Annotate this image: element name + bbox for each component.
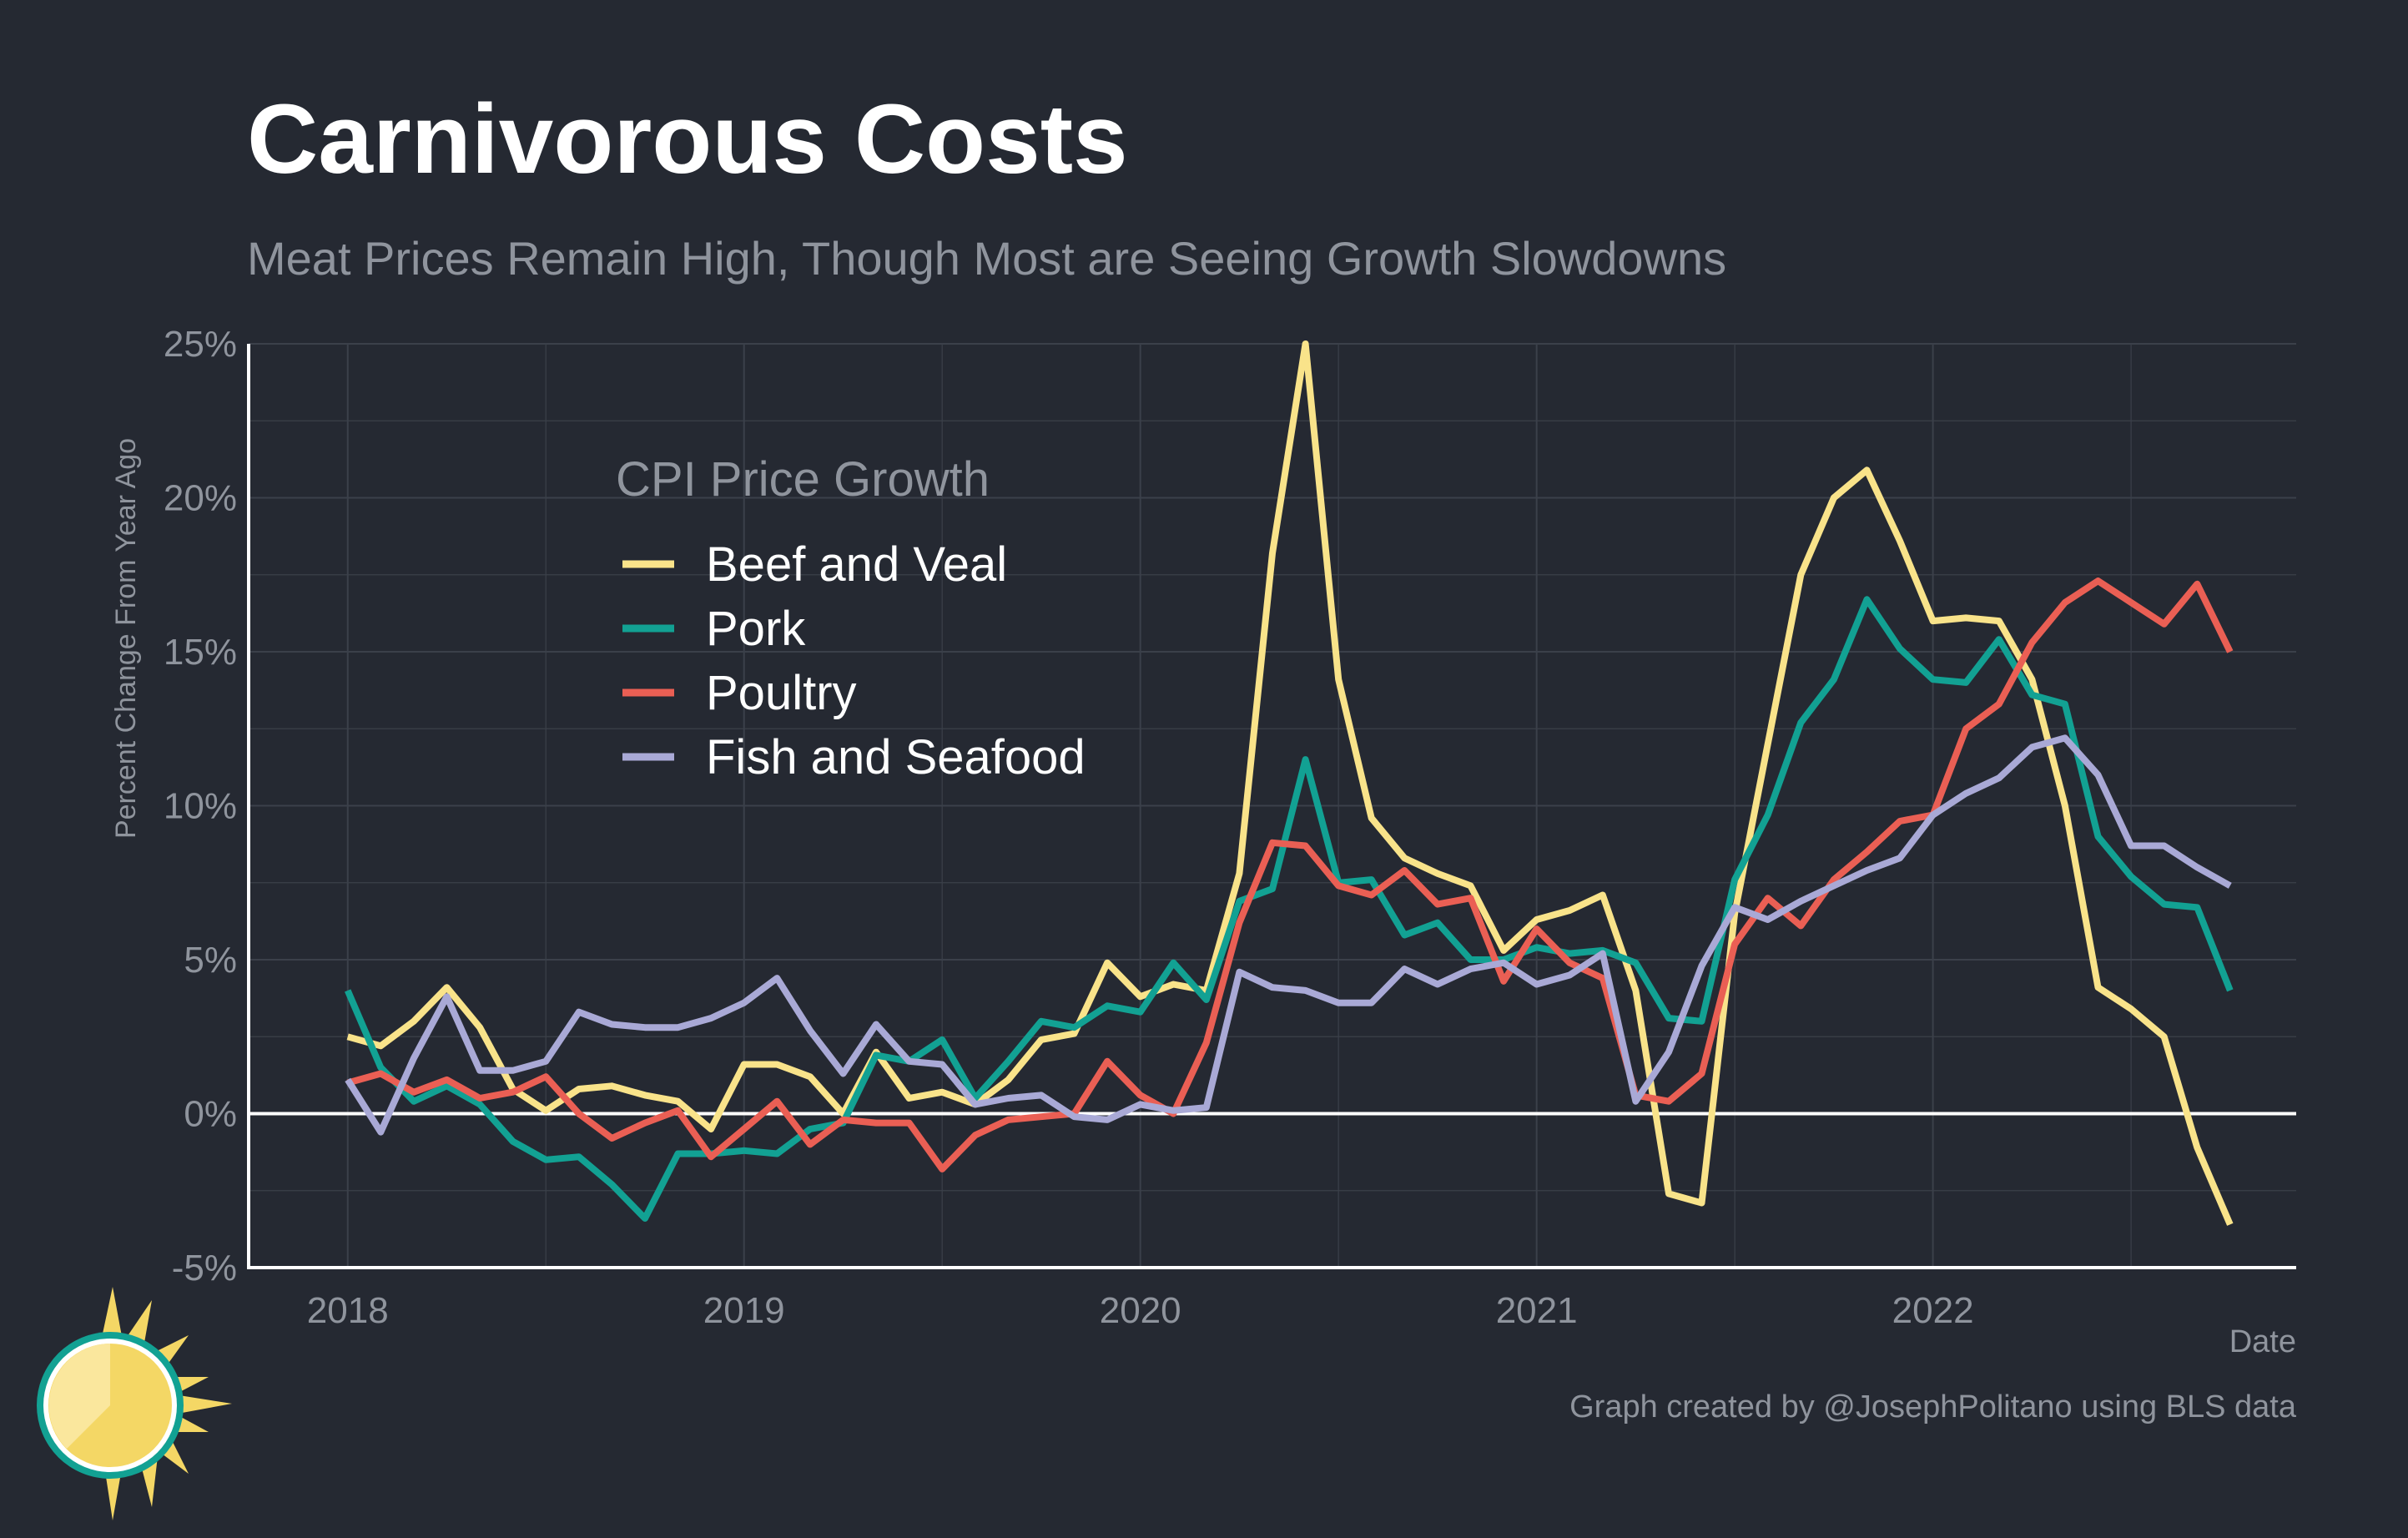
series-line-fish-and-seafood (345, 734, 2232, 1136)
y-tick-label: 10% (164, 786, 237, 827)
chart-subtitle: Meat Prices Remain High, Though Most are… (247, 232, 1727, 285)
y-tick-label: 15% (164, 632, 237, 673)
axes: -5% 0% 5% 10% 15% 20% 25% 2018 2019 2020 2021 2022 (164, 324, 2296, 1331)
legend-title: CPI Price Growth (616, 452, 990, 507)
chart-title: Carnivorous Costs (247, 84, 1128, 194)
x-tick-label: 2022 (1892, 1290, 1974, 1331)
legend-label: Fish and Seafood (706, 730, 1086, 784)
x-tick-label: 2021 (1496, 1290, 1578, 1331)
x-tick-label: 2020 (1100, 1290, 1181, 1331)
series-line-pork (345, 596, 2234, 1222)
x-axis-label: Date (2229, 1324, 2296, 1359)
sun-logo-icon (37, 1287, 232, 1520)
source-caption: Graph created by @JosephPolitano using B… (1569, 1389, 2296, 1425)
y-tick-label: 0% (184, 1094, 237, 1135)
series-line-beef-and-veal (346, 340, 2234, 1226)
gridlines (249, 343, 2296, 1268)
x-tick-label: 2019 (703, 1290, 785, 1331)
series-line-poultry (346, 577, 2234, 1172)
series-lines (345, 340, 2234, 1226)
legend-label: Beef and Veal (706, 537, 1007, 592)
legend-label: Pork (706, 602, 806, 656)
y-tick-label: -5% (172, 1248, 237, 1288)
y-tick-label: 20% (164, 478, 237, 519)
y-tick-label: 25% (164, 324, 237, 365)
x-tick-label: 2018 (307, 1290, 389, 1331)
legend-label: Poultry (706, 666, 857, 720)
legend: CPI Price Growth Beef and Veal Pork Poultry… (616, 452, 1086, 784)
y-axis-label: Percent Change From Year Ago (110, 438, 142, 839)
y-tick-label: 5% (184, 940, 237, 981)
